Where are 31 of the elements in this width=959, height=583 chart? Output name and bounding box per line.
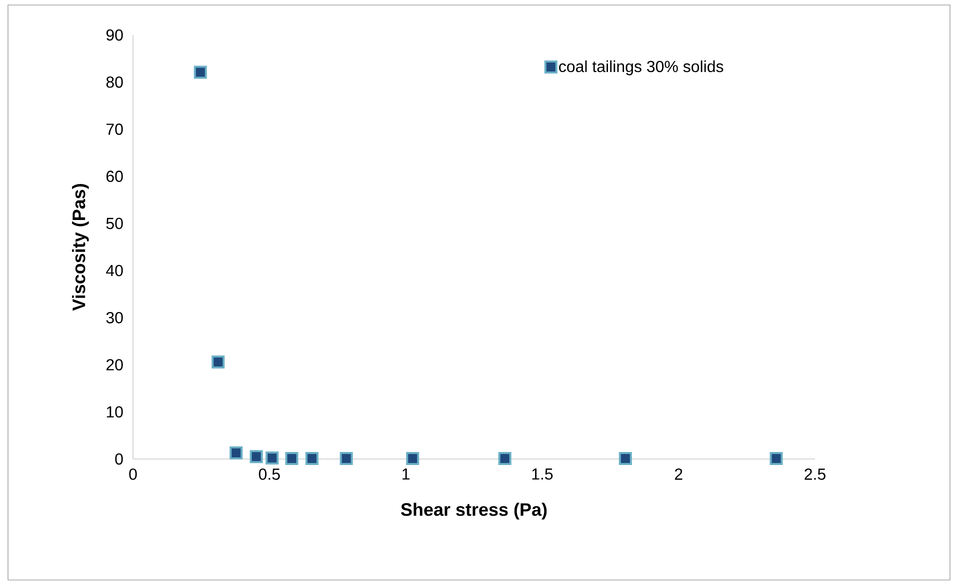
y-tick-label: 20 bbox=[106, 359, 123, 370]
x-tick-label: 0.5 bbox=[258, 468, 280, 480]
point bbox=[266, 452, 279, 465]
y-tick-label: 10 bbox=[106, 406, 123, 418]
point bbox=[498, 452, 512, 466]
y-tick-label: 30 bbox=[106, 312, 123, 324]
y-tick-label: 90 bbox=[106, 29, 123, 41]
y-tick-label: 70 bbox=[106, 124, 123, 135]
point bbox=[285, 452, 298, 466]
y-axis-title: Viscosity (Pas) bbox=[72, 184, 89, 311]
y-tick-label: 60 bbox=[106, 170, 123, 182]
x-tick-label: 1.5 bbox=[532, 468, 553, 480]
x-axis-title: Shear stress (Pa) bbox=[400, 502, 547, 520]
point bbox=[250, 450, 263, 464]
x-tick-label: 2.5 bbox=[804, 468, 826, 480]
point bbox=[770, 452, 783, 466]
point bbox=[406, 452, 420, 466]
point bbox=[212, 355, 225, 368]
point bbox=[230, 446, 243, 460]
y-tick-label: 40 bbox=[106, 264, 123, 276]
legend-label: coal tailings 30% solids bbox=[559, 60, 724, 76]
x-tick-label: 2 bbox=[674, 468, 682, 480]
point bbox=[618, 452, 632, 466]
y-tick-label: 50 bbox=[106, 218, 123, 230]
x-tick-label: 1 bbox=[402, 468, 410, 480]
point bbox=[194, 66, 207, 79]
y-tick-label: 80 bbox=[106, 76, 123, 88]
point bbox=[340, 452, 353, 466]
y-tick-label: 0 bbox=[115, 453, 123, 465]
x-tick-label: 0 bbox=[129, 468, 137, 480]
point bbox=[305, 452, 318, 466]
